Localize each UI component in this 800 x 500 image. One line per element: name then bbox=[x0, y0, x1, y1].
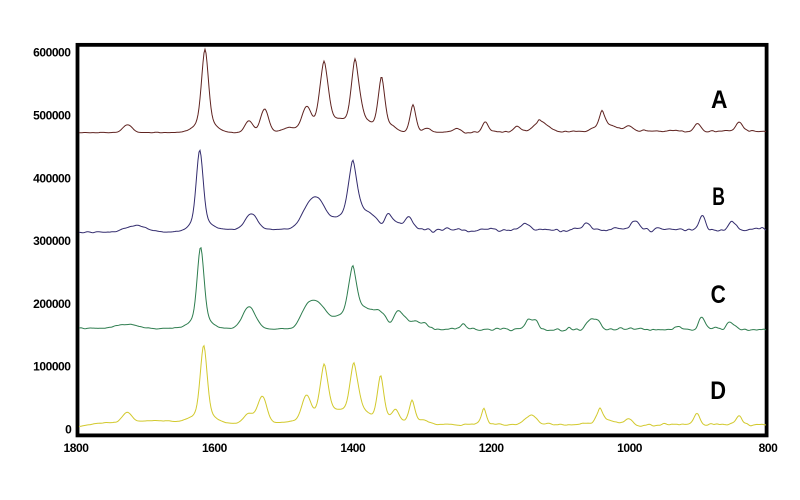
svg-text:B: B bbox=[712, 183, 725, 211]
svg-text:1800: 1800 bbox=[64, 441, 90, 455]
svg-text:0: 0 bbox=[65, 423, 72, 437]
svg-text:1600: 1600 bbox=[202, 441, 228, 455]
svg-text:1000: 1000 bbox=[617, 441, 643, 455]
svg-text:200000: 200000 bbox=[33, 297, 71, 311]
svg-text:1400: 1400 bbox=[340, 441, 366, 455]
svg-text:400000: 400000 bbox=[33, 171, 71, 185]
svg-text:A: A bbox=[711, 86, 728, 114]
svg-text:800: 800 bbox=[759, 441, 778, 455]
svg-text:D: D bbox=[710, 377, 726, 405]
svg-text:300000: 300000 bbox=[33, 234, 71, 248]
svg-text:600000: 600000 bbox=[33, 46, 71, 60]
svg-text:C: C bbox=[711, 281, 726, 309]
svg-text:100000: 100000 bbox=[33, 360, 71, 374]
svg-text:500000: 500000 bbox=[33, 109, 71, 123]
svg-text:1200: 1200 bbox=[479, 441, 505, 455]
